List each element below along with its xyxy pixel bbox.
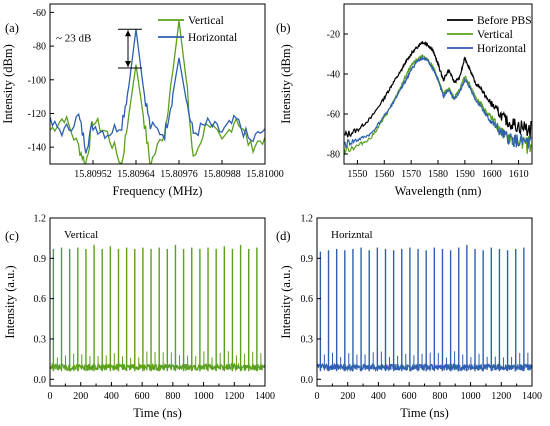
x-tick-label: 1400 [255, 391, 275, 402]
x-tick-label: 200 [73, 391, 88, 402]
x-tick-label: 800 [165, 391, 180, 402]
y-tick-label: -140 [28, 143, 46, 154]
y-tick-label: 0.0 [34, 375, 47, 386]
x-tick-label: 600 [402, 391, 417, 402]
y-tick-label: -60 [33, 8, 46, 19]
x-tick-label: 1000 [194, 391, 214, 402]
y-tick-label: 0.9 [34, 254, 47, 265]
x-tick-label: 400 [371, 391, 386, 402]
series-line-vertical [50, 20, 265, 164]
x-tick-label: 15.80976 [160, 169, 198, 180]
x-tick-label: 1000 [461, 391, 481, 402]
y-tick-label: 0.6 [34, 294, 47, 305]
x-tick-label: 1590 [455, 169, 475, 180]
plot-area [344, 40, 532, 156]
series-line-vertical [344, 54, 532, 156]
annotation-arrowhead [125, 30, 131, 37]
x-tick-label: 1600 [482, 169, 502, 180]
x-axis-label: Time (ns) [400, 406, 449, 420]
y-tick-label: 0.0 [301, 375, 314, 386]
y-axis-label: Intensity (a.u.) [279, 265, 293, 338]
x-tick-label: 1400 [522, 391, 542, 402]
annotation-text: ~ 23 dB [56, 33, 91, 45]
plot-area [50, 244, 265, 373]
panel-label: (d) [276, 229, 291, 243]
series-line-horizontal [344, 55, 532, 149]
y-tick-label: -40 [327, 70, 340, 81]
x-tick-label: 1560 [374, 169, 394, 180]
y-axis-label: Intensity (dBm) [279, 44, 293, 124]
plot-frame [343, 3, 533, 165]
y-tick-label: -100 [28, 75, 46, 86]
y-tick-label: -80 [327, 150, 340, 161]
annotation-arrowhead [125, 61, 131, 67]
y-tick-label: 0.6 [301, 294, 314, 305]
y-tick-label: -80 [33, 42, 46, 53]
y-tick-label: -120 [28, 109, 46, 120]
legend-label: Before PBS [477, 15, 532, 27]
x-tick-label: 200 [340, 391, 355, 402]
y-tick-label: 0.3 [34, 334, 47, 345]
x-tick-label: 1200 [491, 391, 511, 402]
y-axis-label: Intensity (a.u.) [3, 265, 17, 338]
y-tick-label: 1.2 [34, 214, 47, 225]
series-line-before-pbs [344, 40, 532, 139]
x-tick-label: 400 [104, 391, 119, 402]
y-tick-label: 0.9 [301, 254, 314, 265]
x-tick-label: 15.80964 [117, 169, 155, 180]
legend-label: Horizontal [477, 43, 526, 55]
series-line-horizontal [50, 29, 265, 154]
y-tick-label: 0.3 [301, 334, 314, 345]
legend-label: Vertical [477, 29, 513, 41]
x-tick-label: 800 [432, 391, 447, 402]
x-tick-label: 15.81000 [246, 169, 284, 180]
y-tick-label: -20 [327, 30, 340, 41]
x-tick-label: 600 [135, 391, 150, 402]
x-tick-label: 1200 [224, 391, 244, 402]
panel-label: (c) [5, 229, 19, 243]
x-axis-label: Time (ns) [133, 406, 182, 420]
x-axis-label: Wavelength (nm) [395, 184, 482, 198]
y-axis-label: Intensity (dBm) [1, 44, 15, 124]
panel-label: (a) [5, 21, 19, 35]
x-tick-label: 1570 [401, 169, 421, 180]
x-tick-label: 0 [48, 391, 53, 402]
y-tick-label: 1.2 [301, 214, 314, 225]
x-tick-label: 15.80952 [74, 169, 112, 180]
x-tick-label: 0 [315, 391, 320, 402]
x-axis-label: Frequency (MHz) [113, 184, 203, 198]
panel-label: (b) [276, 21, 291, 35]
x-tick-label: 1610 [509, 169, 529, 180]
legend-label: Horizontal [188, 32, 237, 44]
y-tick-label: -60 [327, 110, 340, 121]
trace-label: Vertical [64, 229, 98, 241]
plot-area [50, 20, 265, 164]
trace-label: Horizntal [331, 229, 373, 241]
legend-label: Vertical [188, 15, 224, 27]
x-tick-label: 1550 [347, 169, 367, 180]
plot-frame [49, 3, 266, 165]
x-tick-label: 15.80988 [203, 169, 241, 180]
plot-area [317, 244, 532, 373]
x-tick-label: 1580 [428, 169, 448, 180]
